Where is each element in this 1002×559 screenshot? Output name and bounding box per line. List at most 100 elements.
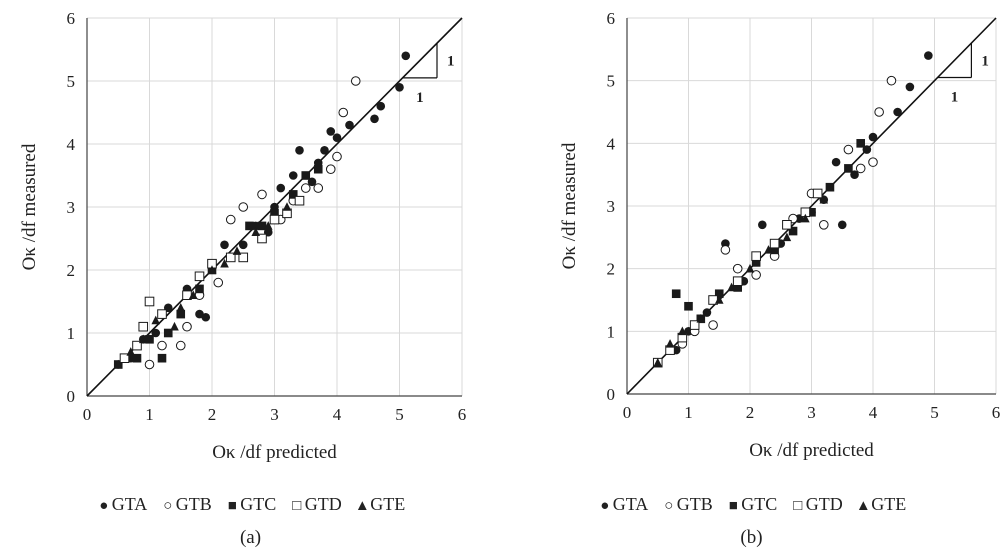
legend-item-gte: ▲GTE — [354, 494, 405, 515]
y-tick-label: 0 — [67, 387, 76, 406]
data-point — [325, 164, 336, 174]
data-point — [770, 245, 779, 255]
data-point — [350, 76, 361, 86]
y-tick-label: 0 — [607, 385, 616, 404]
x-tick-label: 5 — [395, 405, 404, 424]
data-point — [751, 270, 761, 280]
data-point — [819, 194, 829, 204]
data-point — [176, 309, 186, 319]
data-point — [145, 335, 154, 344]
data-point — [758, 220, 767, 230]
data-point — [825, 182, 835, 192]
open-circle-marker-icon: ○ — [664, 498, 674, 514]
data-point — [288, 171, 298, 180]
y-tick-label: 2 — [67, 261, 76, 280]
legend-item-gtc: ■ GTC — [224, 494, 277, 515]
x-tick-label: 6 — [458, 405, 467, 424]
y-tick-label: 1 — [67, 324, 76, 343]
x-tick-label: 1 — [684, 403, 693, 422]
data-point — [225, 252, 236, 263]
data-point — [684, 301, 693, 311]
y-tick-label: 5 — [607, 72, 616, 91]
x-tick-label: 2 — [746, 403, 755, 422]
y-tick-label: 4 — [607, 134, 616, 153]
filled-square-marker-icon: ■ — [728, 498, 738, 514]
data-point — [282, 202, 292, 211]
series-gtd — [652, 188, 823, 368]
data-point — [257, 189, 267, 200]
open-square-marker-icon: □ — [292, 498, 302, 514]
data-point — [163, 328, 173, 338]
data-point — [157, 340, 167, 351]
data-point — [213, 277, 224, 288]
y-axis-title: Oκ /df measured — [559, 142, 580, 269]
filled-square-marker-icon: ■ — [227, 498, 237, 514]
legend-label: GTB — [175, 494, 212, 514]
data-point — [401, 51, 411, 61]
scatter-plot-b: 0 1 2 3 4 5 6 0 1 2 3 4 5 6 Oκ /df predicted Oκ /df mea… — [559, 9, 1001, 461]
data-point — [113, 359, 123, 369]
data-point — [874, 107, 884, 117]
filled-circle-marker-icon: ● — [99, 498, 109, 514]
filled-triangle-marker-icon: ▲ — [855, 498, 871, 514]
data-point — [855, 163, 866, 174]
data-point — [745, 263, 755, 273]
x-tick-label: 1 — [145, 405, 154, 424]
x-tick-label: 5 — [930, 403, 939, 422]
series-gta — [653, 51, 933, 367]
data-point — [144, 296, 155, 307]
data-point — [201, 312, 211, 322]
data-point — [893, 107, 902, 117]
data-point — [732, 263, 743, 274]
data-point — [320, 146, 329, 155]
chart-panel-b: 0 1 2 3 4 5 6 0 1 2 3 4 5 6 Oκ /df predicted Oκ /df mea… — [501, 0, 1002, 559]
x-tick-label: 4 — [333, 405, 342, 424]
filled-circle-marker-icon: ● — [600, 498, 610, 514]
data-point — [395, 83, 404, 92]
scatter-plot-a: 0 1 2 3 4 5 6 0 1 2 3 4 5 6 Oκ /df predicted Oκ /df mea… — [19, 9, 467, 463]
legend-b: ● GTA ○ GTB ■ GTC □ GTD ▲GTE — [501, 494, 1002, 515]
data-point — [288, 190, 298, 199]
data-point — [170, 321, 179, 331]
data-point — [714, 295, 724, 304]
data-point — [157, 353, 167, 363]
data-point — [338, 107, 349, 118]
data-point — [843, 144, 854, 155]
data-point — [689, 320, 700, 330]
slope-rise-label: 1 — [981, 53, 989, 69]
legend-item-gta: ● GTA — [597, 494, 648, 515]
data-point — [188, 290, 198, 299]
series-gtb — [677, 75, 897, 349]
data-point — [257, 221, 267, 231]
data-point — [696, 314, 706, 323]
y-tick-label: 3 — [67, 198, 76, 217]
x-axis-title: Oκ /df predicted — [212, 442, 337, 463]
data-point — [245, 221, 254, 231]
y-tick-label: 5 — [67, 72, 76, 91]
legend-label: GTD — [805, 494, 843, 514]
series-gtc — [113, 164, 323, 369]
data-point — [138, 321, 149, 332]
data-point — [269, 214, 280, 225]
legend-item-gtb: ○ GTB — [661, 494, 713, 515]
x-axis-title: Oκ /df predicted — [749, 440, 874, 461]
data-point — [671, 289, 681, 299]
chart-panel-a: 0 1 2 3 4 5 6 0 1 2 3 4 5 6 Oκ /df predicted Oκ /df mea… — [19, 9, 467, 548]
data-point — [714, 289, 724, 299]
x-tick-label: 3 — [270, 405, 279, 424]
slope-indicator: 11 — [402, 43, 455, 106]
data-point — [207, 265, 217, 274]
data-point — [157, 309, 167, 319]
data-point — [238, 202, 249, 212]
y-tick-label: 6 — [607, 9, 616, 28]
open-square-marker-icon: □ — [793, 498, 803, 514]
data-point — [126, 347, 136, 356]
data-point — [868, 132, 878, 142]
legend-label: GTE — [871, 494, 907, 514]
slope-indicator: 11 — [937, 43, 989, 106]
data-point — [653, 357, 663, 367]
data-point — [132, 353, 142, 363]
legend-item-gtd: □ GTD — [790, 494, 843, 515]
x-tick-label: 6 — [992, 403, 1001, 422]
data-point — [263, 221, 273, 230]
